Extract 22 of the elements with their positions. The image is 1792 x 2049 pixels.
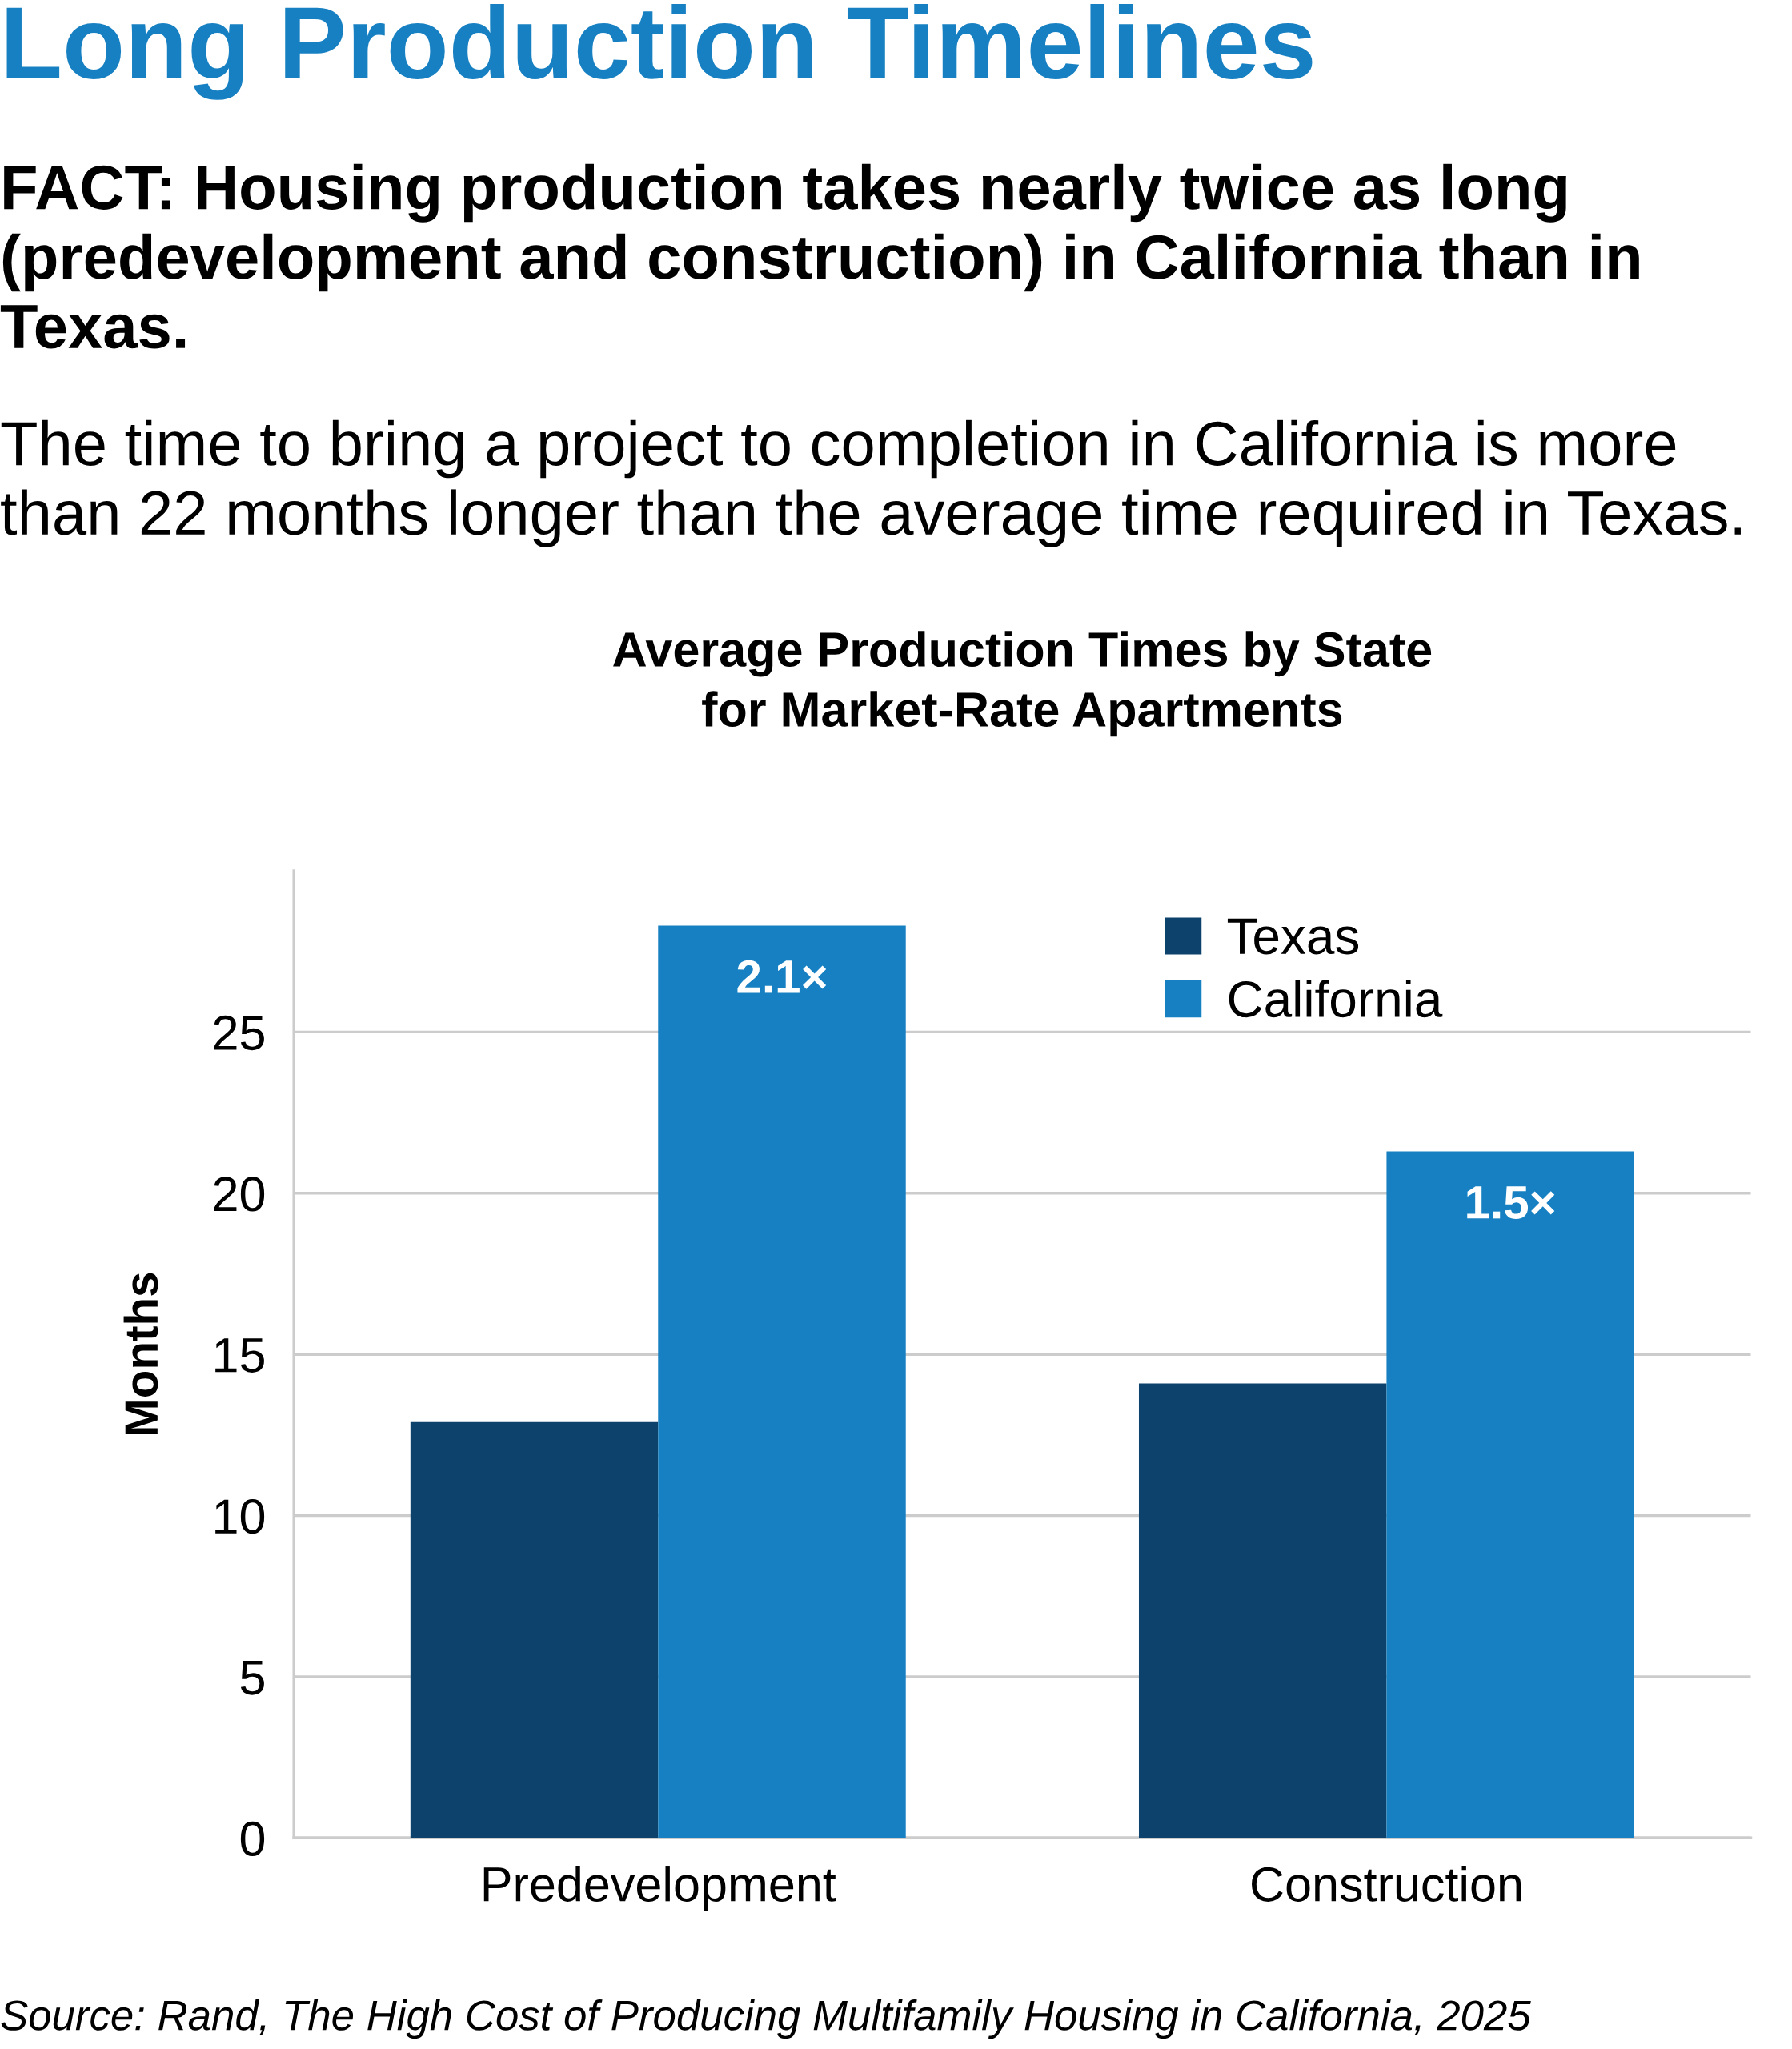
text: The time to bring a project to completion in California is more than 22 months longer than the average time required in Texas. bbox=[1, 419, 1741, 547]
bar bbox=[1138, 1383, 1387, 1838]
chart-title: Average Production Times by State for Market-Rate Apartments bbox=[613, 631, 1432, 737]
y-tick-label: 20 bbox=[214, 1177, 265, 1212]
text: Long Production Timelines bbox=[6, 4, 1313, 100]
legend-label: Texas bbox=[1227, 918, 1359, 955]
legend-label: California bbox=[1229, 980, 1443, 1018]
x-tick-label: Construction bbox=[1252, 1866, 1521, 1902]
annotation: 2.1× bbox=[737, 960, 827, 993]
annotation: 1.5× bbox=[1467, 1186, 1555, 1219]
text: FACT: Housing production takes nearly twice as long (predevelopment and construction) in California than in Texas. bbox=[0, 163, 1639, 349]
bar bbox=[410, 1421, 659, 1838]
source-note: Source: Rand, The High Cost of Producing Multifamily Housing in California, 2025 bbox=[1, 1999, 1531, 2039]
y-axis-title: Months bbox=[123, 1273, 158, 1434]
bar bbox=[658, 925, 906, 1838]
y-tick-label: 0 bbox=[240, 1821, 265, 1857]
y-tick-label: 10 bbox=[215, 1499, 265, 1534]
bar bbox=[1386, 1151, 1634, 1838]
y-tick-label: 25 bbox=[214, 1015, 264, 1051]
y-tick-label: 15 bbox=[215, 1338, 264, 1373]
x-tick-label: Predevelopment bbox=[483, 1866, 836, 1912]
y-tick-label: 5 bbox=[240, 1661, 264, 1695]
